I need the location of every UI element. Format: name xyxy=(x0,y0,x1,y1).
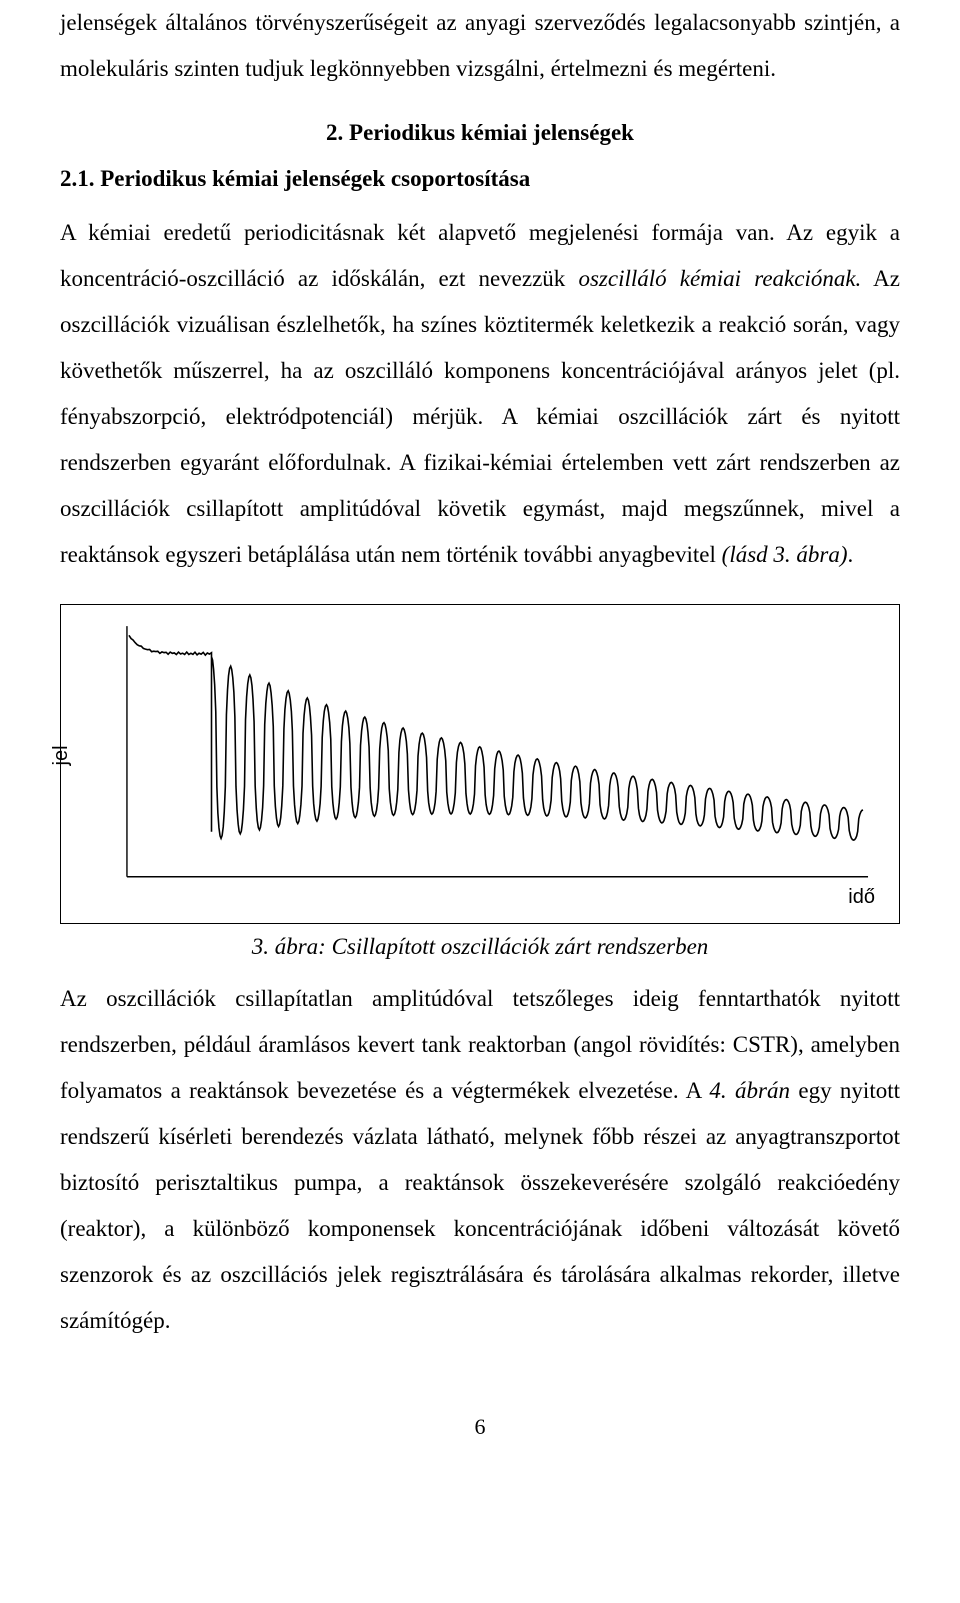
figure-3-container: jel idő xyxy=(60,604,900,924)
subsection-heading-2-1: 2.1. Periodikus kémiai jelenségek csopor… xyxy=(60,166,900,192)
page-number: 6 xyxy=(60,1414,900,1440)
chart-x-label: idő xyxy=(848,886,875,909)
body-paragraph-1: A kémiai eredetű periodicitásnak két ala… xyxy=(60,210,900,578)
figure-ref: 4. ábrán xyxy=(709,1078,790,1103)
section-heading-2: 2. Periodikus kémiai jelenségek xyxy=(60,120,900,146)
figure-3-caption: 3. ábra: Csillapított oszcillációk zárt … xyxy=(60,934,900,960)
oscillation-chart xyxy=(117,621,873,887)
body-text: Az oszcillációk vizuálisan észlelhetők, … xyxy=(60,266,900,567)
oscillation-line xyxy=(129,635,863,840)
body-paragraph-2: Az oszcillációk csillapítatlan amplitúdó… xyxy=(60,976,900,1344)
body-text: . xyxy=(848,542,854,567)
chart-y-label: jel xyxy=(50,746,73,766)
figure-ref: (lásd 3. ábra) xyxy=(722,542,848,567)
intro-paragraph: jelenségek általános törvényszerűségeit … xyxy=(60,0,900,92)
italic-term: oszcilláló kémiai reakciónak. xyxy=(578,266,861,291)
body-text: egy nyitott rendszerű kísérleti berendez… xyxy=(60,1078,900,1333)
